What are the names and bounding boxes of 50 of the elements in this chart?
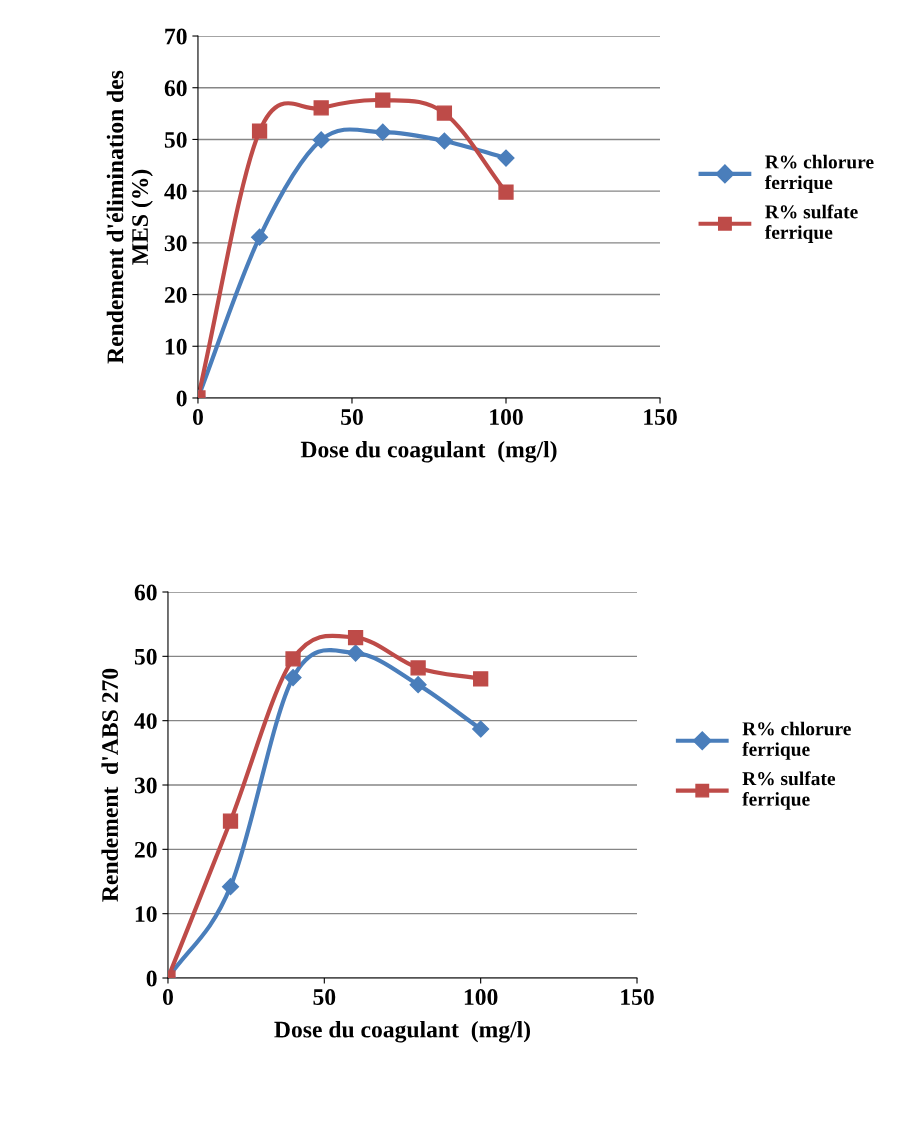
point (375, 92, 391, 108)
y-tick-label: 60 (164, 80, 187, 97)
y-tick-label: 50 (164, 131, 187, 148)
point (313, 100, 329, 116)
point (472, 720, 490, 738)
point (312, 131, 330, 149)
x-tick-label: 50 (341, 409, 363, 426)
y-tick-label: 0 (176, 390, 187, 407)
legend-label: R% sulfate ferrique (764, 204, 858, 243)
y-tick-label: 50 (134, 648, 157, 665)
x-axis-title: Dose du coagulant (mg/l) (300, 440, 557, 463)
y-tick-label: 0 (146, 970, 157, 987)
x-tick-label: 0 (192, 409, 203, 426)
point (498, 184, 514, 200)
x-tick-label: 100 (490, 409, 523, 426)
y-tick-label: 10 (165, 338, 187, 355)
point (251, 228, 269, 246)
y-tick-label: 40 (164, 183, 187, 200)
legend-label: R% chlorure ferrique (742, 721, 851, 760)
y-axis-title: Rendement d'élimination des MES (%) (106, 70, 153, 364)
y-tick-label: 20 (134, 841, 157, 858)
point (222, 813, 239, 829)
point (410, 660, 426, 676)
point (473, 671, 489, 687)
x-tick-label: 50 (313, 989, 336, 1006)
point (347, 644, 365, 662)
point (374, 123, 392, 141)
point (436, 105, 453, 121)
y-tick-label: 70 (165, 28, 187, 45)
y-tick-label: 30 (164, 235, 187, 252)
y-tick-label: 20 (164, 287, 187, 303)
x-tick-label: 150 (621, 989, 654, 1006)
y-tick-label: 60 (134, 584, 157, 601)
x-tick-label: 100 (464, 989, 498, 1006)
legend-label: R% chlorure ferrique (764, 154, 874, 194)
point (284, 669, 302, 687)
point (251, 123, 268, 139)
y-tick-label: 10 (135, 906, 157, 923)
point (347, 630, 364, 646)
x-axis-title: Dose du coagulant (mg/l) (274, 1020, 531, 1043)
y-axis-title: Rendement d'ABS 270 (101, 668, 119, 902)
point (285, 651, 301, 667)
point (409, 676, 427, 694)
x-tick-label: 150 (644, 409, 677, 426)
y-tick-label: 30 (134, 777, 157, 794)
y-tick-label: 40 (134, 713, 157, 730)
point (497, 149, 515, 167)
legend-label: R% sulfate ferrique (742, 771, 836, 810)
point (221, 878, 240, 896)
point (435, 132, 453, 150)
